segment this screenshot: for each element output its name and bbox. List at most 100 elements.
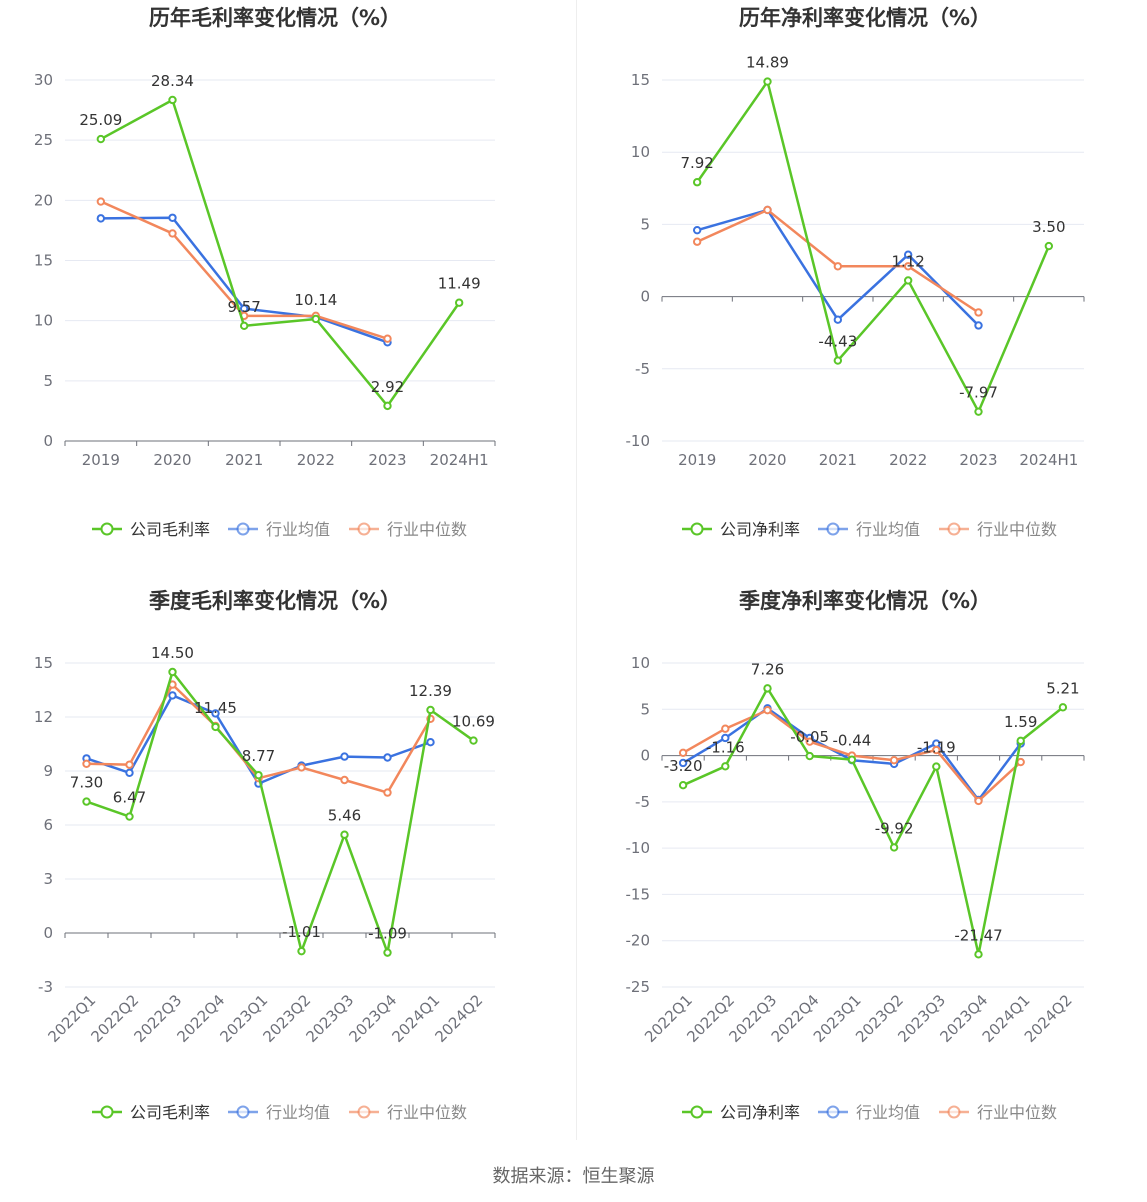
data-point[interactable] [1016,736,1025,746]
data-point[interactable] [82,797,91,806]
data-point[interactable] [763,205,772,215]
data-point[interactable] [763,77,772,86]
data-point[interactable] [383,401,392,411]
legend-item[interactable]: 公司净利率 [682,1103,800,1122]
data-point[interactable] [1016,757,1025,767]
data-point[interactable] [847,755,857,764]
data-point[interactable] [168,95,177,105]
data-point[interactable] [454,298,464,307]
data-point[interactable] [692,225,702,235]
legend-marker-icon [236,1105,250,1119]
legend-item[interactable]: 行业中位数 [349,1103,467,1122]
data-point[interactable] [974,308,983,317]
data-point[interactable] [96,197,106,206]
data-point[interactable] [297,763,306,772]
y-tick-label: -15 [626,885,651,903]
data-point[interactable] [311,314,321,324]
data-point[interactable] [340,752,349,761]
legend-item[interactable]: 行业中位数 [939,1103,1057,1122]
series-line [696,208,980,314]
data-point[interactable] [383,948,392,957]
data-point[interactable] [426,705,435,715]
y-tick-label: -10 [626,432,651,450]
data-label: 1.12 [891,252,924,270]
data-point[interactable] [833,262,843,271]
data-point[interactable] [211,709,220,718]
data-point[interactable] [211,722,220,732]
legend-item[interactable]: 行业中位数 [939,520,1057,539]
data-point[interactable] [96,134,106,144]
data-point[interactable] [383,753,392,762]
legend-item[interactable]: 行业中位数 [349,520,467,539]
data-point[interactable] [125,760,134,769]
data-point[interactable] [889,843,899,852]
data-point[interactable] [254,770,263,780]
y-tick-label: 15 [34,654,53,672]
data-label: 10.14 [294,291,337,309]
data-point[interactable] [1044,241,1054,251]
data-point[interactable] [125,812,134,821]
data-point[interactable] [763,684,772,693]
data-point[interactable] [96,214,106,223]
data-point[interactable] [168,691,177,700]
legend-label: 公司净利率 [720,1103,800,1122]
data-point[interactable] [932,745,941,755]
chart-svg-1: 历年净利率变化情况（%） -10 -5 0 5 10 15 2019 2020 2021 2022 2… [626,6,1085,539]
data-point[interactable] [833,315,843,324]
data-point[interactable] [383,334,392,343]
data-point[interactable] [678,758,688,768]
data-point[interactable] [692,178,702,187]
legend-item[interactable]: 公司毛利率 [92,520,210,539]
chart-annual-net-margin: 历年净利率变化情况（%） -10 -5 0 5 10 15 2019 2020 2021 2022 2… [590,0,1147,570]
x-tick-label: 2023 [959,451,997,469]
data-point[interactable] [805,751,814,761]
x-tick-label: 2022 [297,451,335,469]
legend-label: 行业均值 [856,520,920,539]
data-label: 11.45 [194,699,237,717]
data-point[interactable] [974,321,983,330]
y-tick-label: 3 [43,870,53,888]
data-point[interactable] [469,736,478,745]
data-point[interactable] [383,788,392,797]
legend-label: 行业中位数 [977,1103,1057,1122]
legend-item[interactable]: 行业均值 [818,1103,920,1122]
data-point[interactable] [889,756,899,765]
series-line [86,694,431,785]
data-point[interactable] [932,762,941,771]
legend-item[interactable]: 公司毛利率 [92,1103,210,1122]
data-point[interactable] [903,262,913,271]
data-label: 5.21 [1046,679,1079,697]
data-point[interactable] [168,667,177,677]
data-point[interactable] [974,407,983,416]
data-point[interactable] [678,780,688,790]
data-point[interactable] [805,737,814,746]
data-point[interactable] [239,321,249,331]
legend-item[interactable]: 行业均值 [228,520,330,539]
data-point[interactable] [903,250,913,259]
data-point[interactable] [1058,703,1068,712]
data-point[interactable] [903,276,913,285]
data-point[interactable] [763,706,772,715]
data-label: 28.34 [151,72,194,90]
data-point[interactable] [721,724,730,733]
data-point[interactable] [721,733,730,743]
legend-item[interactable]: 行业均值 [228,1103,330,1122]
data-point[interactable] [340,830,349,839]
data-point[interactable] [168,213,177,222]
data-point[interactable] [974,950,983,959]
legend-item[interactable]: 行业均值 [818,520,920,539]
data-point[interactable] [833,356,843,365]
data-point[interactable] [678,748,688,757]
data-point[interactable] [82,759,91,769]
y-tick-label: -5 [635,360,650,378]
data-point[interactable] [168,229,177,238]
data-point[interactable] [721,762,730,771]
data-point[interactable] [692,237,702,246]
legend-item[interactable]: 公司净利率 [682,520,800,539]
x-tick-label: 2020 [153,451,191,469]
data-point[interactable] [297,946,306,956]
data-point[interactable] [125,768,134,778]
data-point[interactable] [974,796,983,806]
data-point[interactable] [426,738,435,747]
data-point[interactable] [340,775,349,785]
